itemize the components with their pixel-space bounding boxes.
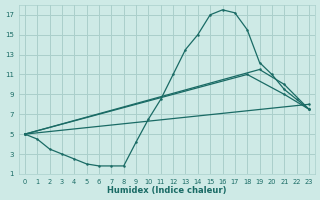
X-axis label: Humidex (Indice chaleur): Humidex (Indice chaleur): [107, 186, 227, 195]
